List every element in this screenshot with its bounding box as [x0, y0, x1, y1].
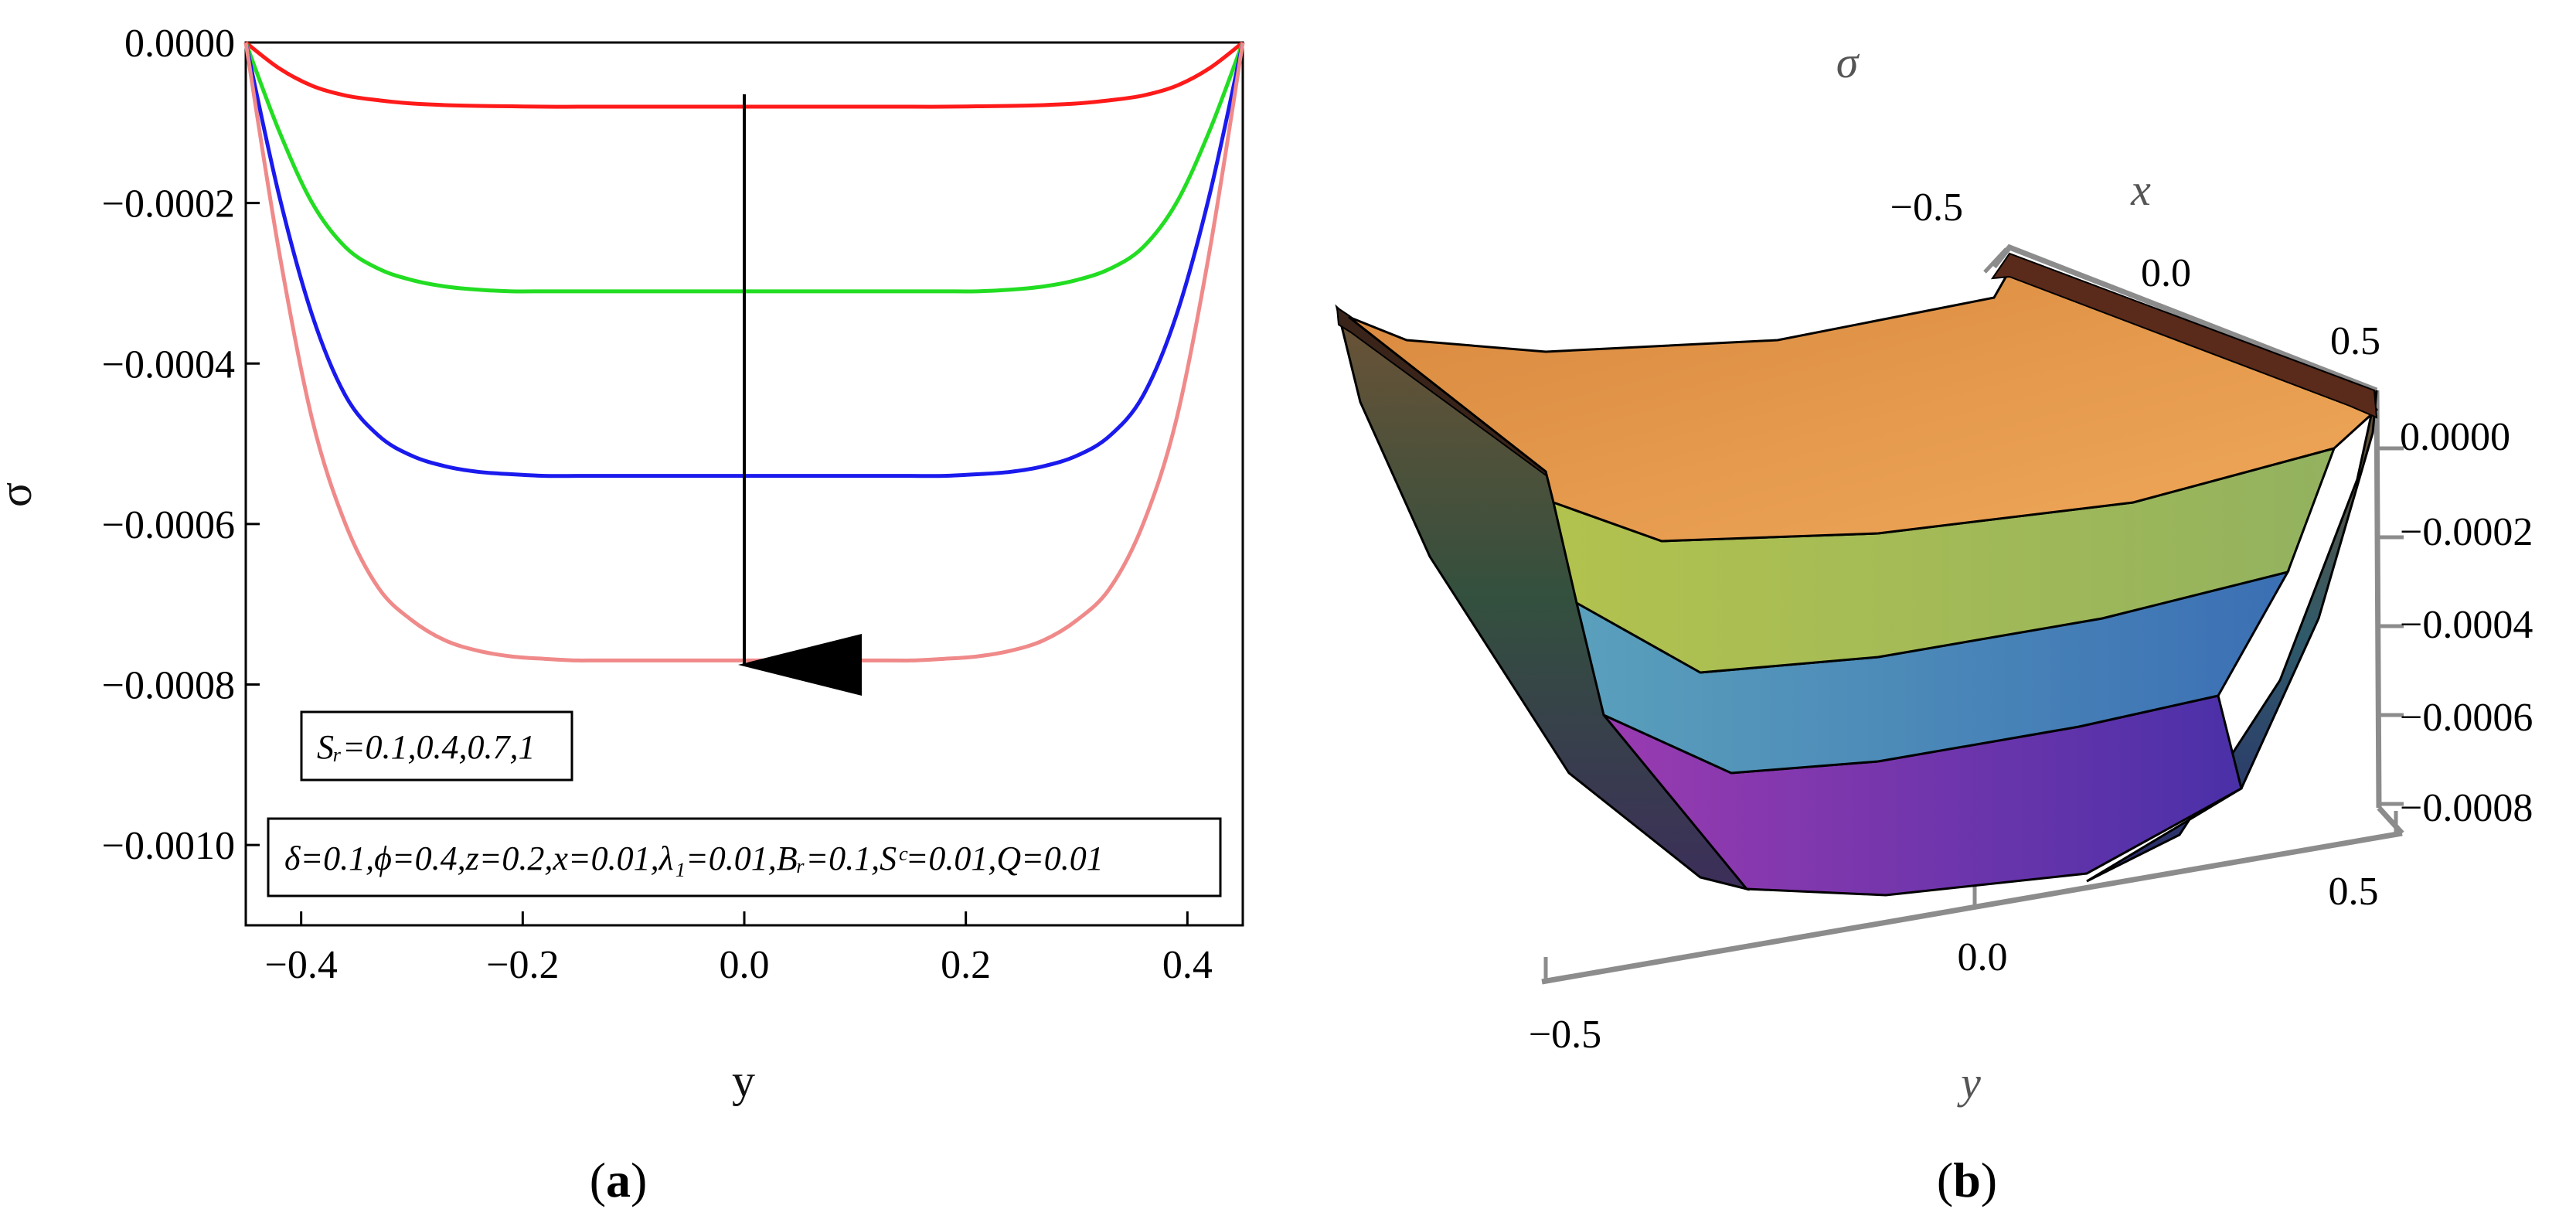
- z-tick-2: −0.0004: [2400, 603, 2533, 647]
- x-tick-label: 0.0: [720, 943, 770, 987]
- y-tick-label: −0.0010: [102, 824, 235, 868]
- x-axis-label: y: [732, 1055, 755, 1106]
- z-tick-3: −0.0006: [2400, 696, 2533, 740]
- z-tick-0: 0.0000: [2400, 415, 2510, 459]
- panel-b-surface-plot: −0.5 0.0 0.5 x σ 0.0000 −0.0002 −0.0004 …: [1335, 37, 2533, 1207]
- panel-a-line-chart: −0.4 −0.2 0.0 0.2 0.4 0.0000 −0.0002 −0.0004 −0.…: [0, 22, 1245, 1207]
- y-tick-neg: −0.5: [1529, 1013, 1601, 1057]
- x-tick-zero: 0.0: [2141, 251, 2191, 295]
- z-tick-4: −0.0008: [2400, 786, 2533, 830]
- sigma-title-3d: σ: [1836, 37, 1860, 87]
- y-axis-label-3d: y: [1957, 1057, 1981, 1108]
- y-tick-zero: 0.0: [1958, 935, 2008, 979]
- y-tick-label: −0.0004: [102, 342, 235, 387]
- box-frame: [1541, 243, 2404, 985]
- surface-back-rim: [1990, 252, 2378, 419]
- y-tick-label: −0.0006: [102, 503, 235, 547]
- caption-b: (b): [1937, 1153, 1997, 1207]
- y-tick-pos: 0.5: [2329, 870, 2379, 914]
- x-tick-label: 0.2: [941, 943, 991, 987]
- legend-sr-text: Sᵣ=0.1,0.4,0.7,1: [317, 728, 536, 766]
- params-text: δ=0.1,ϕ=0.4,z=0.2,x=0.01,λ₁=0.01,Bᵣ=0.1,…: [284, 839, 1104, 877]
- axis-ticks: −0.4 −0.2 0.0 0.2 0.4 0.0000 −0.0002 −0.0004 −0.…: [102, 22, 1213, 987]
- x-tick-label: −0.2: [486, 943, 559, 987]
- y-tick-label: −0.0008: [102, 664, 235, 708]
- x-tick-pos: 0.5: [2330, 319, 2380, 363]
- z-tick-1: −0.0002: [2400, 510, 2533, 554]
- x-tick-label: 0.4: [1162, 943, 1213, 987]
- caption-a: (a): [590, 1153, 648, 1207]
- params-box: [267, 817, 1222, 897]
- y-axis-label: σ: [0, 482, 41, 507]
- x-tick-label: −0.4: [265, 943, 338, 987]
- legend-box: [300, 710, 573, 782]
- x-axis-label-3d: x: [2130, 165, 2151, 215]
- x-tick-neg: −0.5: [1890, 186, 1963, 230]
- y-tick-label: 0.0000: [124, 22, 235, 66]
- y-tick-label: −0.0002: [102, 182, 235, 226]
